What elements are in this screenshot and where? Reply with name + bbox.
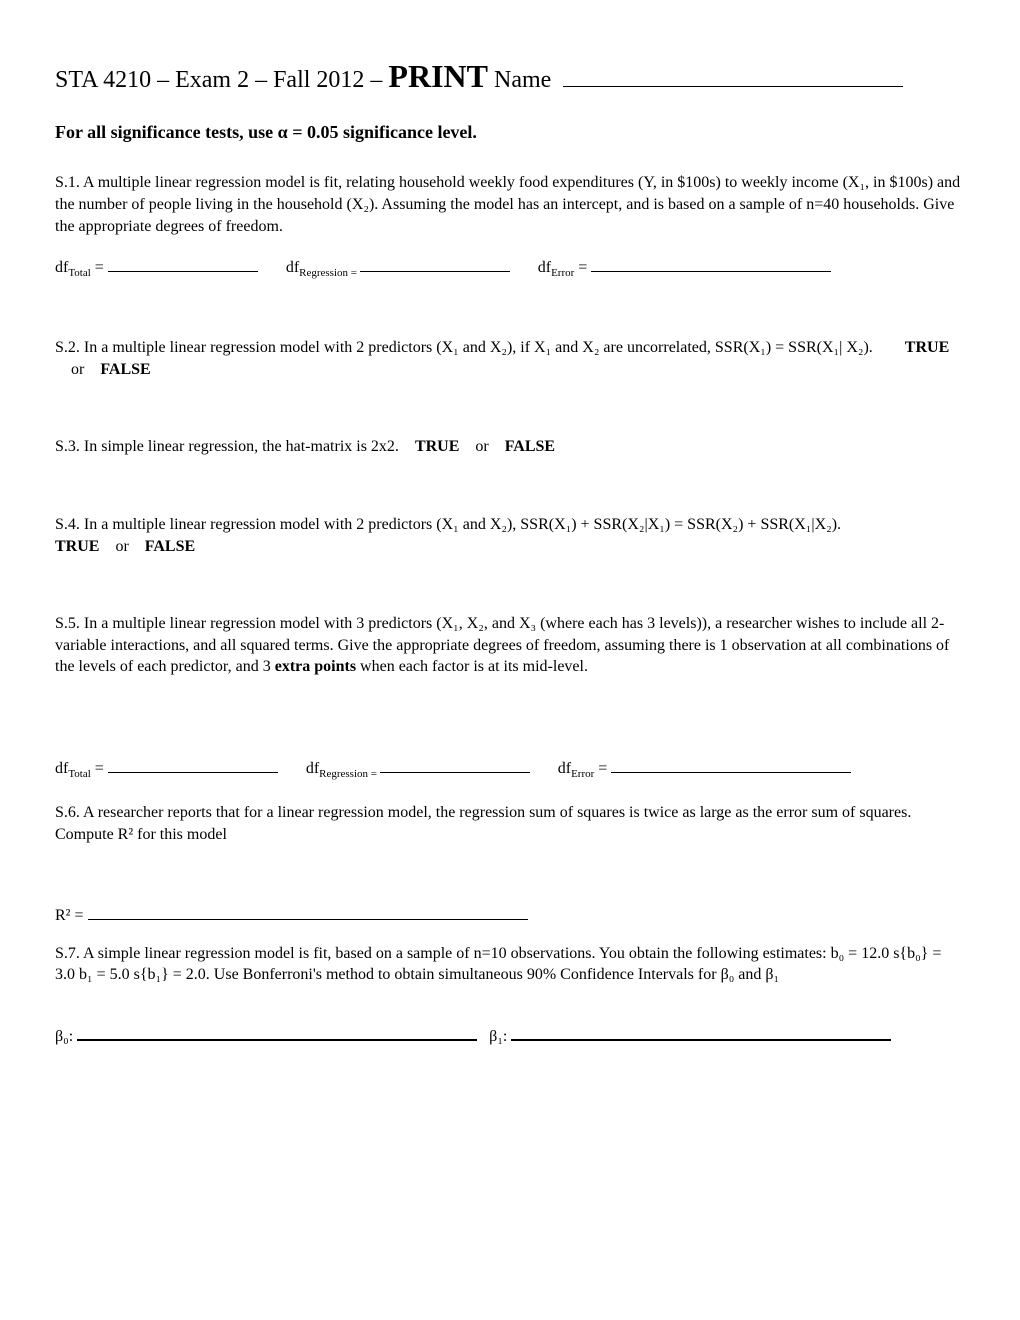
label: df	[286, 259, 299, 276]
sub: Error	[551, 267, 574, 279]
q1-df-err-blank[interactable]	[591, 271, 831, 272]
q7-beta1-blank[interactable]	[511, 1039, 891, 1041]
q5-df-total: dfTotal =	[55, 758, 278, 782]
q5-df-row: dfTotal = dfRegression = dfError =	[55, 758, 965, 782]
sub: Error	[571, 768, 594, 780]
label: df	[538, 259, 551, 276]
eq: =	[574, 259, 591, 276]
q5-df-total-blank[interactable]	[108, 772, 278, 773]
q3-true[interactable]: TRUE	[415, 438, 459, 455]
q2-false[interactable]: FALSE	[100, 361, 150, 378]
q7-beta0-blank[interactable]	[77, 1039, 477, 1041]
question-s3: S.3. In simple linear regression, the ha…	[55, 436, 965, 458]
sub: Total	[68, 267, 90, 279]
q1-df-total-blank[interactable]	[108, 271, 258, 272]
sub: Total	[68, 768, 90, 780]
q4-text: S.4. In a multiple linear regression mod…	[55, 516, 841, 533]
q5-df-reg: dfRegression =	[306, 758, 530, 782]
q1-df-reg: dfRegression =	[286, 257, 510, 281]
q1-df-total: dfTotal =	[55, 257, 258, 281]
beta0-label: β₀:	[55, 1028, 77, 1045]
q3-text: S.3. In simple linear regression, the ha…	[55, 438, 415, 455]
title-print: PRINT	[388, 58, 488, 94]
sub: Regression =	[299, 267, 360, 279]
q7-beta1: β₁:	[481, 1026, 891, 1048]
q5-df-err-blank[interactable]	[611, 772, 851, 773]
eq: =	[594, 760, 611, 777]
question-s4: S.4. In a multiple linear regression mod…	[55, 514, 965, 557]
q2-text: S.2. In a multiple linear regression mod…	[55, 339, 873, 356]
name-blank[interactable]	[563, 86, 903, 87]
q5-text-b: when each factor is at its mid-level.	[356, 658, 588, 675]
label: df	[55, 760, 68, 777]
title-prefix: STA 4210 – Exam 2 – Fall 2012 –	[55, 67, 388, 93]
exam-title: STA 4210 – Exam 2 – Fall 2012 – PRINT Na…	[55, 55, 965, 98]
instruction-line: For all significance tests, use α = 0.05…	[55, 120, 965, 144]
question-s5: S.5. In a multiple linear regression mod…	[55, 613, 965, 678]
q4-true[interactable]: TRUE	[55, 538, 99, 555]
q5-df-err: dfError =	[558, 758, 852, 782]
question-s7: S.7. A simple linear regression model is…	[55, 943, 965, 986]
sub: Regression =	[319, 768, 380, 780]
q1-df-reg-blank[interactable]	[360, 271, 510, 272]
label: df	[55, 259, 68, 276]
q4-or: or	[99, 538, 144, 555]
beta1-label: β₁:	[481, 1028, 511, 1045]
q3-false[interactable]: FALSE	[505, 438, 555, 455]
q3-or: or	[459, 438, 504, 455]
q7-beta-row: β₀: β₁:	[55, 1026, 965, 1048]
q4-false[interactable]: FALSE	[145, 538, 195, 555]
q1-df-row: dfTotal = dfRegression = dfError =	[55, 257, 965, 281]
eq: =	[91, 760, 108, 777]
title-name-word: Name	[488, 67, 557, 93]
eq: =	[91, 259, 108, 276]
label: df	[558, 760, 571, 777]
question-s1: S.1. A multiple linear regression model …	[55, 172, 965, 237]
q1-df-err: dfError =	[538, 257, 832, 281]
q5-df-reg-blank[interactable]	[380, 772, 530, 773]
q6-r2-row: R² =	[55, 905, 965, 927]
q2-true[interactable]: TRUE	[905, 339, 949, 356]
label: df	[306, 760, 319, 777]
q6-r2-blank[interactable]	[88, 919, 528, 920]
q5-extra-points: extra points	[275, 658, 356, 675]
r2-label: R² =	[55, 907, 88, 924]
q2-or: or	[55, 361, 100, 378]
question-s6: S.6. A researcher reports that for a lin…	[55, 802, 965, 845]
question-s2: S.2. In a multiple linear regression mod…	[55, 337, 965, 380]
q7-beta0: β₀:	[55, 1026, 477, 1048]
